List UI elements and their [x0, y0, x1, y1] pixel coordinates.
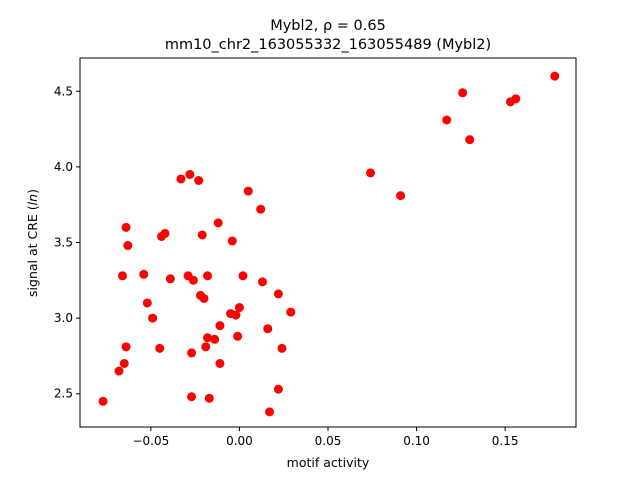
data-point-9: [148, 313, 158, 323]
data-point-18: [187, 392, 197, 402]
data-point-50: [458, 88, 468, 98]
y-axis-label-close: ): [25, 189, 40, 194]
data-point-13: [165, 274, 175, 284]
data-point-24: [201, 342, 211, 352]
y-axis-label: signal at CRE (ln): [25, 189, 40, 297]
y-tick-label-2: 3.5: [54, 236, 73, 250]
chart-title-line-2: mm10_chr2_163055332_163055489 (Mybl2): [165, 37, 491, 53]
data-point-38: [243, 186, 253, 196]
data-point-47: [366, 168, 376, 178]
data-point-48: [396, 191, 406, 201]
data-point-31: [215, 321, 225, 331]
data-point-44: [273, 384, 283, 394]
x-tick-label-3: 0.10: [403, 434, 430, 448]
x-axis-label: motif activity: [287, 455, 370, 470]
data-point-3: [121, 342, 131, 352]
data-point-2: [119, 358, 129, 368]
data-point-27: [204, 393, 214, 403]
y-axis-ticks: 2.5 3.0 3.5 4.0 4.5: [54, 84, 80, 401]
y-tick-label-4: 4.5: [54, 84, 73, 98]
data-point-10: [155, 343, 165, 353]
data-point-51: [465, 135, 475, 145]
y-tick-label-0: 2.5: [54, 387, 73, 401]
data-point-39: [256, 204, 266, 214]
data-point-36: [234, 303, 244, 313]
data-point-49: [442, 115, 452, 125]
y-axis-label-unit: ln: [25, 194, 40, 205]
data-point-43: [273, 289, 283, 299]
data-point-14: [176, 174, 186, 184]
data-point-29: [213, 218, 223, 228]
data-point-1: [114, 366, 124, 376]
data-point-17: [187, 348, 197, 358]
data-point-33: [227, 236, 237, 246]
y-axis-label-text: signal at CRE (: [25, 205, 40, 297]
data-point-40: [257, 277, 267, 287]
data-point-25: [203, 271, 213, 281]
data-point-46: [286, 307, 296, 317]
data-point-45: [277, 343, 287, 353]
data-point-20: [194, 176, 204, 185]
data-points: [98, 71, 560, 417]
data-point-26: [203, 333, 213, 343]
data-point-23: [199, 293, 209, 303]
data-point-37: [238, 271, 248, 281]
data-point-19: [188, 275, 198, 285]
x-tick-label-0: −0.05: [132, 434, 169, 448]
x-tick-label-4: 0.15: [492, 434, 519, 448]
data-point-5: [121, 222, 131, 232]
data-point-34: [231, 310, 241, 320]
data-point-4: [118, 271, 128, 281]
data-point-42: [265, 407, 275, 417]
data-point-30: [215, 358, 225, 368]
data-point-8: [142, 298, 152, 308]
y-tick-label-1: 3.0: [54, 311, 73, 325]
data-point-28: [210, 334, 220, 344]
data-point-16: [185, 169, 195, 179]
data-point-7: [139, 269, 149, 279]
x-tick-label-1: 0.00: [226, 434, 253, 448]
chart-title-line-1: Mybl2, ρ = 0.65: [270, 18, 386, 34]
data-point-54: [550, 71, 560, 81]
data-point-53: [511, 94, 521, 104]
data-point-0: [98, 396, 108, 406]
data-point-41: [263, 324, 273, 334]
x-tick-label-2: 0.05: [315, 434, 342, 448]
y-tick-label-3: 4.0: [54, 160, 73, 174]
data-point-22: [197, 230, 207, 240]
data-point-35: [233, 331, 243, 341]
data-point-6: [123, 241, 133, 251]
data-point-12: [160, 228, 170, 238]
x-axis-ticks: −0.05 0.00 0.05 0.10 0.15: [132, 427, 519, 448]
